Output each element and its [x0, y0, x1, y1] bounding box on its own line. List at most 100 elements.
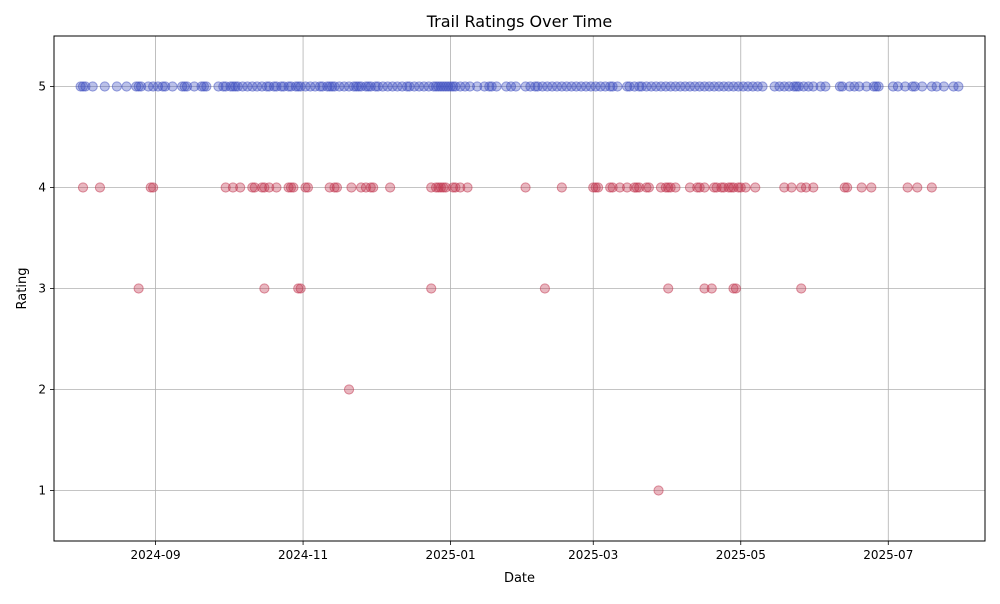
data-point-rating-5 — [370, 81, 381, 92]
x-tick-label: 2024-11 — [278, 548, 328, 562]
data-point-rating-4 — [856, 182, 867, 193]
data-point-rating-4 — [740, 182, 751, 193]
data-point-rating-3 — [699, 283, 710, 294]
data-point-rating-4 — [235, 182, 246, 193]
data-point-rating-3 — [426, 283, 437, 294]
data-point-rating-5 — [80, 81, 91, 92]
data-point-rating-5 — [612, 81, 623, 92]
data-point-rating-5 — [491, 81, 502, 92]
data-point-rating-5 — [953, 81, 964, 92]
x-tick-label: 2025-01 — [426, 548, 476, 562]
x-tick-label: 2025-03 — [568, 548, 618, 562]
data-point-rating-5 — [230, 81, 241, 92]
data-point-rating-5 — [909, 81, 920, 92]
data-point-rating-4 — [842, 182, 853, 193]
data-point-rating-4 — [300, 182, 311, 193]
axis-ticks: 2024-09 2024-11 2025-01 2025-03 2025-05 2025-… — [38, 80, 913, 563]
data-point-rating-4 — [264, 182, 275, 193]
data-point-rating-4 — [808, 182, 819, 193]
data-point-rating-3 — [730, 283, 742, 294]
data-point-rating-4 — [779, 182, 790, 193]
data-point-rating-4 — [385, 182, 396, 193]
data-point-rating-5 — [510, 81, 521, 92]
data-point-rating-5 — [87, 81, 98, 92]
data-point-rating-5 — [634, 81, 645, 92]
data-point-rating-3 — [295, 283, 306, 294]
data-point-rating-5 — [326, 81, 338, 92]
y-tick-label: 3 — [38, 282, 46, 296]
y-axis-label: Rating — [15, 268, 30, 310]
data-point-rating-5 — [837, 81, 848, 92]
data-point-rating-3 — [133, 283, 144, 294]
data-point-rating-4 — [285, 182, 297, 193]
data-point-rating-5 — [111, 81, 122, 92]
data-point-rating-3 — [706, 283, 717, 294]
data-point-rating-4 — [302, 182, 314, 193]
data-point-rating-4 — [447, 182, 459, 193]
data-point-rating-4 — [692, 182, 703, 193]
data-point-rating-3 — [663, 283, 674, 294]
data-point-rating-4 — [462, 182, 473, 193]
data-point-rating-5 — [464, 81, 476, 92]
data-point-rating-4 — [607, 182, 618, 193]
x-tick-label: 2024-09 — [130, 548, 180, 562]
data-point-rating-5 — [121, 81, 132, 92]
data-point-rating-5 — [181, 81, 193, 92]
data-point-rating-5 — [160, 81, 171, 92]
y-tick-label: 5 — [38, 80, 46, 94]
data-point-rating-4 — [556, 182, 567, 193]
data-point-rating-4 — [455, 182, 466, 193]
data-point-rating-5 — [530, 81, 541, 92]
data-point-rating-3 — [728, 283, 739, 294]
data-point-rating-2 — [343, 384, 355, 395]
data-point-rating-4 — [750, 182, 761, 193]
data-point-rating-4 — [368, 182, 379, 193]
data-point-rating-5 — [892, 81, 904, 92]
x-tick-label: 2025-07 — [863, 548, 913, 562]
data-point-rating-4 — [288, 182, 299, 193]
data-point-rating-4 — [94, 182, 106, 193]
data-point-rating-5 — [757, 81, 768, 92]
x-tick-label: 2025-05 — [716, 548, 766, 562]
data-point-rating-4 — [902, 182, 913, 193]
data-point-rating-4 — [866, 182, 877, 193]
data-point-rating-4 — [331, 182, 343, 193]
y-tick-label: 1 — [38, 484, 46, 498]
data-point-rating-4 — [670, 182, 681, 193]
y-tick-label: 4 — [38, 181, 46, 195]
data-point-rating-4 — [786, 182, 797, 193]
data-point-rating-4 — [365, 182, 376, 193]
data-point-rating-5 — [622, 81, 633, 92]
data-point-rating-4 — [912, 182, 923, 193]
data-point-rating-4 — [590, 182, 601, 193]
data-point-rating-5 — [135, 81, 147, 92]
x-axis-label: Date — [504, 571, 535, 586]
data-point-rating-3 — [796, 283, 807, 294]
data-point-rating-3 — [259, 283, 270, 294]
data-point-rating-4 — [256, 182, 268, 193]
data-point-rating-4 — [733, 182, 744, 193]
data-point-rating-4 — [614, 182, 625, 193]
data-point-rating-5 — [201, 81, 212, 92]
data-point-rating-4 — [271, 182, 282, 193]
chart-title: Trail Ratings Over Time — [426, 12, 613, 31]
y-tick-label: 2 — [38, 383, 46, 397]
data-point-rating-5 — [472, 81, 483, 92]
data-point-rating-5 — [167, 81, 178, 92]
data-point-rating-4 — [592, 182, 604, 193]
data-point-rating-4 — [520, 182, 531, 193]
data-point-rating-4 — [346, 182, 357, 193]
data-point-rating-4 — [329, 182, 340, 193]
data-point-rating-3 — [293, 283, 304, 294]
data-point-rating-3 — [539, 283, 550, 294]
data-point-rating-5 — [854, 81, 865, 92]
data-point-rating-5 — [820, 81, 831, 92]
data-point-rating-4 — [926, 182, 937, 193]
data-point-rating-5 — [293, 81, 304, 92]
data-point-rating-5 — [873, 81, 884, 92]
data-point-rating-5 — [808, 81, 819, 92]
data-point-rating-4 — [77, 182, 89, 193]
data-point-rating-5 — [931, 81, 942, 92]
